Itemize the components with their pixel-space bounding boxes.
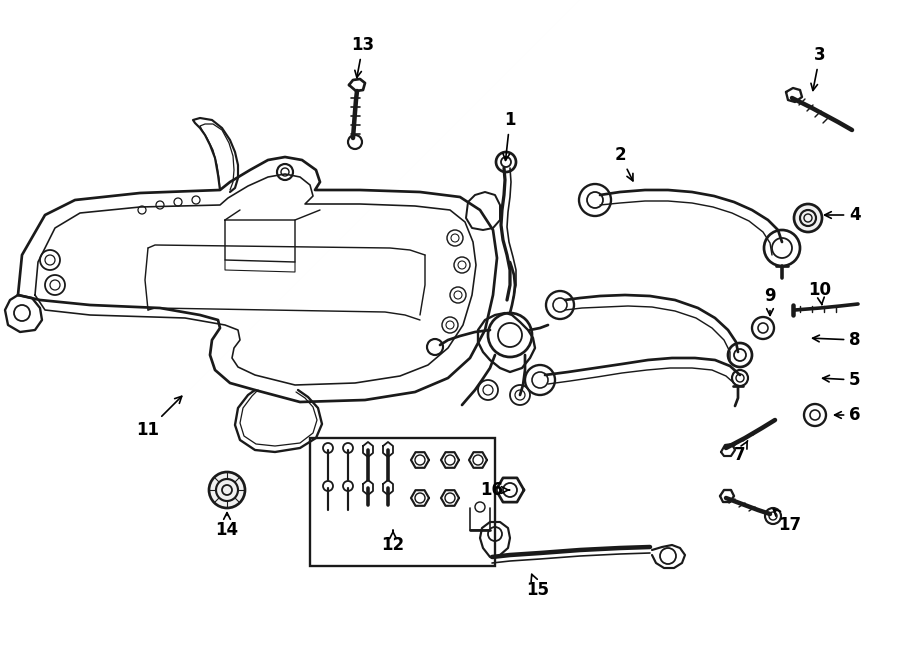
Text: 14: 14 bbox=[215, 513, 238, 539]
Circle shape bbox=[14, 305, 30, 321]
Text: 5: 5 bbox=[823, 371, 860, 389]
Text: 3: 3 bbox=[811, 46, 826, 91]
Text: 6: 6 bbox=[834, 406, 860, 424]
Text: 17: 17 bbox=[773, 509, 802, 534]
Text: 13: 13 bbox=[351, 36, 374, 77]
Bar bbox=[310, 438, 495, 566]
Text: 16: 16 bbox=[481, 481, 509, 499]
Text: 1: 1 bbox=[503, 111, 516, 161]
Text: 15: 15 bbox=[526, 574, 550, 599]
Text: 10: 10 bbox=[808, 281, 832, 305]
Text: 12: 12 bbox=[382, 530, 405, 554]
Circle shape bbox=[209, 472, 245, 508]
Circle shape bbox=[794, 204, 822, 232]
Text: 2: 2 bbox=[614, 146, 633, 181]
Text: 4: 4 bbox=[824, 206, 860, 224]
Text: 8: 8 bbox=[813, 331, 860, 349]
Text: 11: 11 bbox=[137, 397, 182, 439]
Text: 9: 9 bbox=[764, 287, 776, 315]
Text: 7: 7 bbox=[734, 441, 748, 464]
